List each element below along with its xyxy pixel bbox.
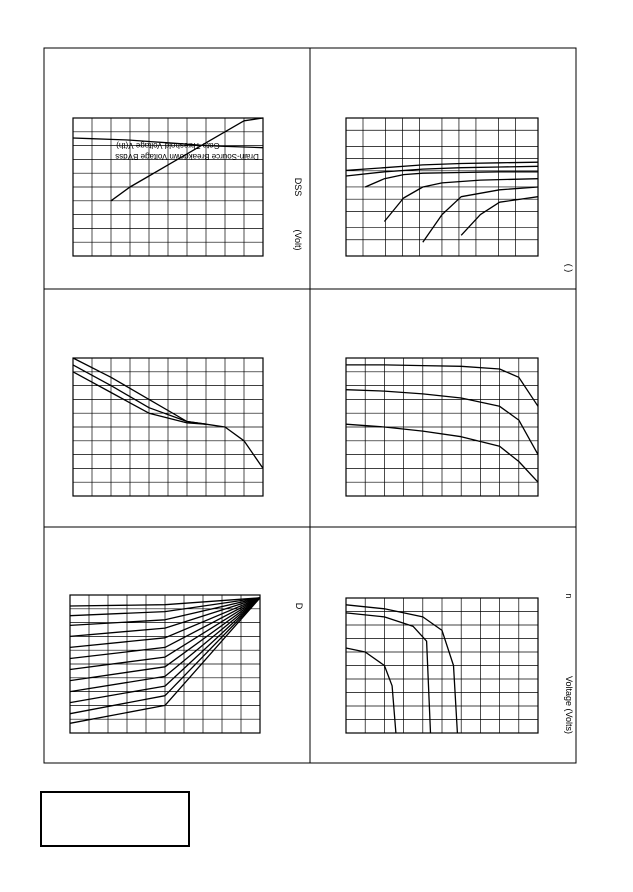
series-line-3 <box>69 597 261 638</box>
series-line-2 <box>364 171 538 188</box>
series-line-0 <box>345 161 539 172</box>
side-label: n <box>564 593 574 598</box>
series-line-2 <box>345 647 397 734</box>
series-line-9 <box>69 597 261 704</box>
series-line-6 <box>69 597 261 671</box>
series-line-4 <box>422 186 539 243</box>
series-line-0 <box>346 364 539 407</box>
side-label: D <box>294 603 304 610</box>
series-line-0 <box>69 597 261 607</box>
series-label: Gate Threshold Voltage V(th) <box>116 141 220 150</box>
charts-layer: Gate Threshold Voltage V(th) Drain-Source… <box>69 117 574 734</box>
chart-middle-left <box>72 357 264 497</box>
chart-bottom-left: D <box>69 594 304 734</box>
series-line-1 <box>345 612 432 734</box>
side-label: (Volt) <box>293 229 303 250</box>
series-line-11 <box>69 597 261 724</box>
series-line-7 <box>69 597 261 682</box>
series-line-2 <box>72 371 207 425</box>
chart-bottom-right: Voltage (Volts) n <box>345 593 574 734</box>
series-line-2 <box>345 423 539 483</box>
series-line-2 <box>69 597 261 627</box>
chart-top-left: Gate Threshold Voltage V(th) Drain-Source… <box>72 117 303 257</box>
series-line-0 <box>345 604 459 734</box>
series-line-5 <box>69 597 261 660</box>
chart-top-right: ( ) <box>345 117 574 273</box>
series-line-1 <box>345 389 539 455</box>
title-box <box>40 791 190 847</box>
series-line-8 <box>69 597 261 693</box>
series-line-3 <box>383 178 539 222</box>
series-line-1 <box>345 165 539 177</box>
series-label: Drain-Source Breakdown Voltage BVdss <box>115 152 259 161</box>
series-line-1 <box>72 364 207 425</box>
side-label: ( ) <box>564 264 574 273</box>
side-label: Voltage (Volts) <box>564 676 574 734</box>
series-line-10 <box>69 597 261 715</box>
series-line-4 <box>69 597 261 649</box>
series-line-0 <box>72 137 264 149</box>
series-line-5 <box>460 196 539 236</box>
series-line-1 <box>110 117 264 202</box>
side-label: DSS <box>293 178 303 197</box>
chart-middle-right <box>345 357 539 497</box>
series-line-1 <box>69 597 261 617</box>
